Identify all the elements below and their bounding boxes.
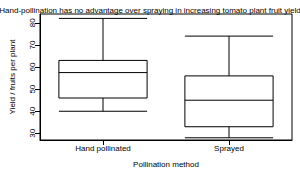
svg-text:Hand pollinated: Hand pollinated (75, 144, 131, 153)
svg-text:80: 80 (28, 18, 37, 27)
svg-text:30: 30 (28, 128, 37, 137)
svg-text:Hand-pollination has no advant: Hand-pollination has no advantage over s… (0, 6, 300, 15)
svg-text:Sprayed: Sprayed (214, 144, 244, 153)
svg-text:40: 40 (28, 106, 37, 115)
svg-text:60: 60 (28, 62, 37, 71)
svg-text:Yield / fruits per plant: Yield / fruits per plant (8, 39, 17, 115)
svg-text:Pollination method: Pollination method (133, 160, 199, 169)
svg-text:50: 50 (28, 84, 37, 93)
svg-text:70: 70 (28, 40, 37, 49)
